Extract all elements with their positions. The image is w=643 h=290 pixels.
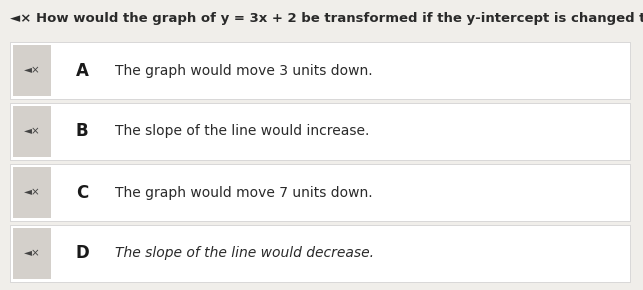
Text: ◄× How would the graph of y = 3x + 2 be transformed if the y-intercept is change: ◄× How would the graph of y = 3x + 2 be … [10,12,643,25]
Bar [10,164,630,221]
Text: D: D [75,244,89,262]
Bar [13,167,51,218]
Text: ◄×: ◄× [24,66,41,75]
Text: ◄×: ◄× [24,188,41,197]
Text: ◄×: ◄× [24,126,41,137]
Bar [10,225,630,282]
Bar [13,228,51,279]
Text: C: C [76,184,88,202]
Text: The graph would move 3 units down.: The graph would move 3 units down. [115,64,373,77]
Bar [10,103,630,160]
Bar [13,106,51,157]
Text: The slope of the line would decrease.: The slope of the line would decrease. [115,246,374,260]
Bar [13,45,51,96]
Text: The slope of the line would increase.: The slope of the line would increase. [115,124,369,139]
Text: A: A [76,61,89,79]
Text: ◄×: ◄× [24,249,41,258]
Text: B: B [76,122,88,140]
Text: The graph would move 7 units down.: The graph would move 7 units down. [115,186,373,200]
Bar [10,42,630,99]
